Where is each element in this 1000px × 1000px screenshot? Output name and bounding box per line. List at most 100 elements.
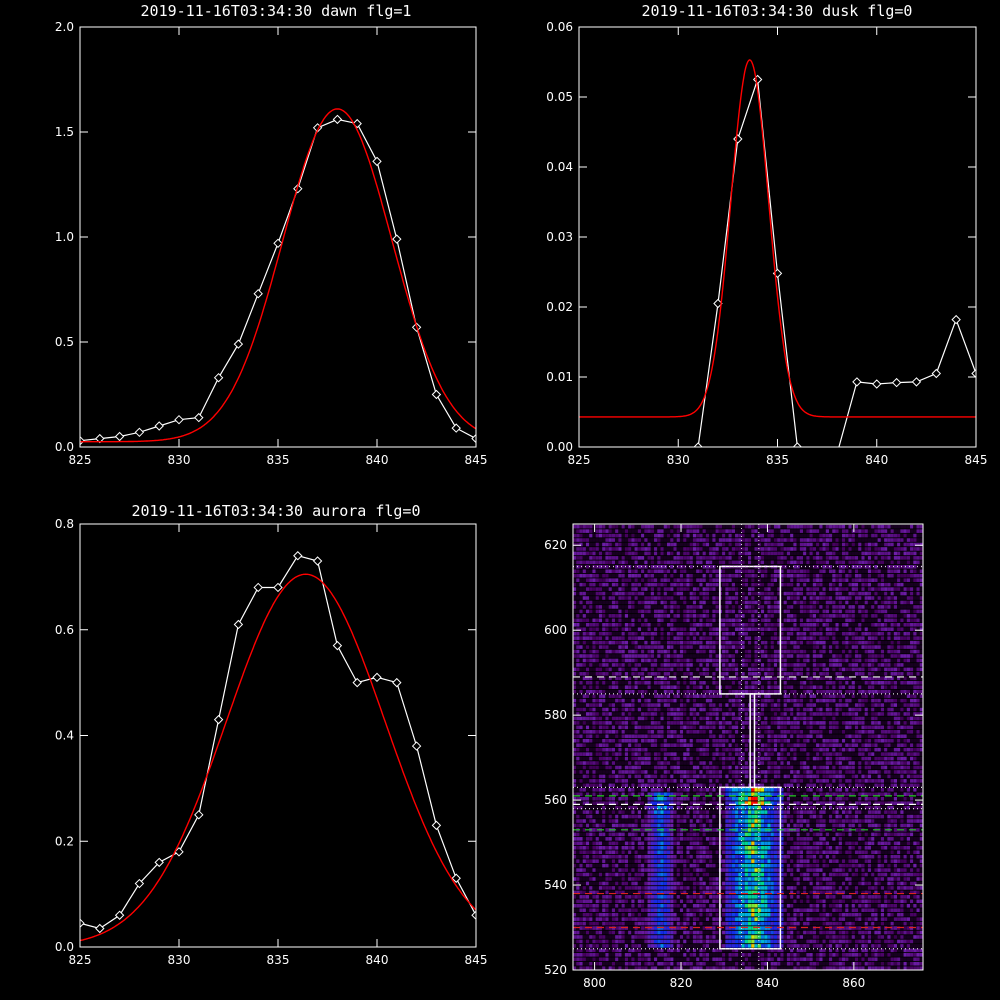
heatmap-cell <box>634 854 638 859</box>
heatmap-cell <box>592 957 596 962</box>
heatmap-cell <box>919 788 923 792</box>
heatmap-cell <box>666 796 671 801</box>
heatmap-cell <box>598 939 603 944</box>
heatmap-cell <box>754 845 758 850</box>
heatmap-cell <box>582 770 586 774</box>
heatmap-cell <box>602 805 606 810</box>
heatmap-cell <box>725 805 729 810</box>
heatmap-cell <box>582 966 586 970</box>
heatmap-cell <box>783 872 787 877</box>
heatmap-cell <box>670 788 674 792</box>
heatmap-cell <box>666 863 671 868</box>
heatmap-cell <box>709 886 713 890</box>
heatmap-cell <box>880 912 885 917</box>
heatmap-cell <box>913 957 917 962</box>
heatmap-cell <box>576 774 580 779</box>
heatmap-cell <box>628 957 632 962</box>
heatmap-cell <box>696 832 700 837</box>
heatmap-cell <box>809 953 813 957</box>
heatmap-cell <box>605 845 609 850</box>
heatmap-cell <box>893 837 898 841</box>
heatmap-cell <box>611 886 616 890</box>
heatmap-cell <box>812 783 817 788</box>
heatmap-cell <box>900 837 904 841</box>
heatmap-cell <box>871 930 875 935</box>
heatmap-cell <box>822 921 826 926</box>
heatmap-cell <box>705 961 710 966</box>
heatmap-cell <box>819 801 823 805</box>
heatmap-cell <box>705 908 710 913</box>
heatmap-cell <box>841 868 846 872</box>
heatmap-cell <box>692 810 697 814</box>
heatmap-cell <box>803 872 807 877</box>
heatmap-cell <box>906 872 910 877</box>
heatmap-cell <box>725 774 729 779</box>
heatmap-cell <box>602 877 606 881</box>
heatmap-cell <box>634 886 638 890</box>
heatmap-cell <box>861 930 865 935</box>
heatmap-cell <box>838 805 842 810</box>
heatmap-cell <box>722 912 726 917</box>
heatmap-cell <box>595 939 599 944</box>
heatmap-cell <box>666 908 671 913</box>
heatmap-cell <box>790 801 794 805</box>
heatmap-cell <box>592 823 596 828</box>
heatmap-cell <box>760 944 765 948</box>
heatmap-cell <box>631 921 635 926</box>
heatmap-cell <box>845 961 849 966</box>
heatmap-cell <box>880 788 885 792</box>
heatmap-cell <box>602 823 606 828</box>
heatmap-cell <box>790 832 794 837</box>
heatmap-cell <box>851 832 855 837</box>
heatmap-cell <box>728 903 732 908</box>
heatmap-cell <box>576 912 580 917</box>
heatmap-cell <box>819 895 823 899</box>
heatmap-cell <box>890 837 894 841</box>
heatmap-cell <box>874 863 878 868</box>
heatmap-cell <box>751 823 755 828</box>
heatmap-cell <box>725 837 729 841</box>
heatmap-cell <box>673 939 677 944</box>
heatmap-cell <box>709 917 713 921</box>
heatmap-cell <box>845 881 849 886</box>
heatmap-cell <box>666 912 671 917</box>
heatmap-cell <box>903 810 907 814</box>
heatmap-cell <box>705 939 710 944</box>
heatmap-cell <box>903 792 907 797</box>
heatmap-cell <box>877 779 881 783</box>
heatmap-cell <box>679 908 684 913</box>
heatmap-cell <box>780 845 784 850</box>
heatmap-cell <box>615 930 619 935</box>
heatmap-cell <box>573 948 577 953</box>
heatmap-cell <box>744 944 748 948</box>
heatmap-cell <box>760 805 765 810</box>
heatmap-cell <box>573 930 577 935</box>
heatmap-cell <box>793 877 797 881</box>
heatmap-cell <box>880 895 885 899</box>
heatmap-cell <box>670 930 674 935</box>
heatmap-cell <box>689 859 693 863</box>
heatmap-cell <box>715 819 719 823</box>
heatmap-cell <box>728 930 732 935</box>
heatmap-cell <box>715 792 719 797</box>
data-point <box>431 389 442 400</box>
heatmap-cell <box>589 845 593 850</box>
heatmap-cell <box>786 886 791 890</box>
heatmap-cell <box>602 810 606 814</box>
heatmap-cell <box>715 841 719 846</box>
heatmap-cell <box>673 961 677 966</box>
heatmap-cell <box>897 837 901 841</box>
heatmap-cell <box>573 788 577 792</box>
heatmap-cell <box>871 832 875 837</box>
heatmap-cell <box>712 899 716 904</box>
heatmap-cell <box>692 863 697 868</box>
heatmap-cell <box>689 854 693 859</box>
heatmap-cell <box>780 908 784 913</box>
heatmap-cell <box>637 792 642 797</box>
heatmap-cell <box>851 957 855 962</box>
heatmap-cell <box>666 921 671 926</box>
heatmap-cell <box>919 886 923 890</box>
heatmap-cell <box>731 961 735 966</box>
heatmap-cell <box>796 841 800 846</box>
heatmap-cell <box>770 845 774 850</box>
